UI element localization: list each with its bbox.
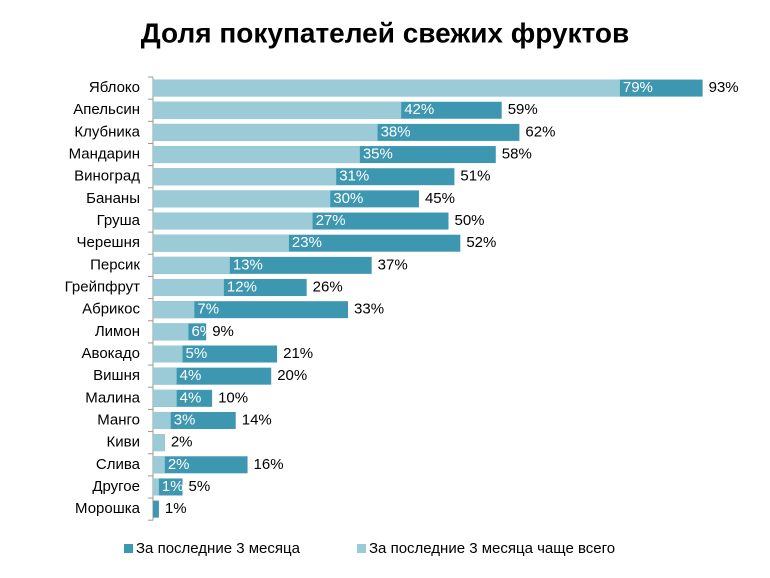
bar xyxy=(153,478,159,496)
legend-label: За последние 3 месяца xyxy=(136,540,301,557)
value-label: 26% xyxy=(313,278,343,295)
value-label: 16% xyxy=(254,456,284,473)
value-label: 62% xyxy=(525,123,555,140)
value-label: 21% xyxy=(283,345,313,362)
value-label: 35% xyxy=(363,146,393,163)
value-label: 2% xyxy=(168,456,190,473)
value-label: 12% xyxy=(227,278,257,295)
value-label: 23% xyxy=(292,234,322,251)
value-label: 5% xyxy=(189,478,211,495)
category-label: Другое xyxy=(92,478,140,495)
category-label: Киви xyxy=(107,434,140,451)
value-label: 52% xyxy=(466,234,496,251)
bar xyxy=(153,345,183,363)
bar xyxy=(153,345,278,363)
value-label: 58% xyxy=(502,146,532,163)
category-label: Виноград xyxy=(74,168,140,185)
bar xyxy=(153,367,272,385)
value-label: 30% xyxy=(333,190,363,207)
value-label: 10% xyxy=(218,389,248,406)
legend-swatch xyxy=(357,544,366,553)
bar xyxy=(153,500,159,518)
bar xyxy=(153,478,183,496)
value-label: 33% xyxy=(354,301,384,318)
value-label: 59% xyxy=(508,101,538,118)
category-label: Грейпфрут xyxy=(65,278,140,295)
category-label: Клубника xyxy=(74,123,140,140)
value-label: 2% xyxy=(171,434,193,451)
category-label: Апельсин xyxy=(73,101,140,118)
value-label: 9% xyxy=(212,323,234,340)
bar xyxy=(153,79,620,97)
category-label: Персик xyxy=(90,256,140,273)
category-label: Морошка xyxy=(75,500,141,517)
bar xyxy=(153,101,402,119)
bar xyxy=(153,212,313,230)
value-label: 7% xyxy=(197,301,219,318)
value-label: 31% xyxy=(339,168,369,185)
category-label: Черешня xyxy=(77,234,140,251)
bar xyxy=(153,123,378,141)
category-label: Яблоко xyxy=(89,79,140,96)
bar xyxy=(153,456,248,474)
bar xyxy=(153,411,171,429)
value-label: 20% xyxy=(277,367,307,384)
value-label: 45% xyxy=(425,190,455,207)
value-label: 37% xyxy=(378,256,408,273)
legend-label: За последние 3 месяца чаще всего xyxy=(369,540,615,557)
value-label: 4% xyxy=(180,367,202,384)
bar xyxy=(153,411,236,429)
category-label: Бананы xyxy=(86,190,140,207)
legend-swatch xyxy=(124,544,133,553)
value-label: 93% xyxy=(709,79,739,96)
category-label: Манго xyxy=(97,411,140,428)
category-label: Вишня xyxy=(93,367,140,384)
category-label: Слива xyxy=(96,456,141,473)
chart-title: Доля покупателей свежих фруктов xyxy=(141,17,629,48)
value-label: 13% xyxy=(233,256,263,273)
bar xyxy=(153,301,349,319)
category-label: Абрикос xyxy=(82,301,140,318)
bar xyxy=(153,367,177,385)
value-label: 6% xyxy=(191,323,213,340)
value-label: 27% xyxy=(316,212,346,229)
value-label: 14% xyxy=(242,411,272,428)
category-label: Малина xyxy=(85,389,140,406)
bar xyxy=(153,256,230,274)
bar xyxy=(153,434,165,452)
bar xyxy=(153,168,337,186)
value-label: 1% xyxy=(165,500,187,517)
value-label: 42% xyxy=(404,101,434,118)
value-label: 5% xyxy=(186,345,208,362)
value-label: 3% xyxy=(174,411,196,428)
value-label: 51% xyxy=(460,168,490,185)
bar xyxy=(153,279,224,297)
category-label: Авокадо xyxy=(82,345,140,362)
bar xyxy=(153,389,177,407)
value-label: 38% xyxy=(381,123,411,140)
bar xyxy=(153,456,165,474)
bar xyxy=(153,190,331,208)
category-label: Мандарин xyxy=(69,146,140,163)
bar xyxy=(153,323,189,341)
bar xyxy=(153,234,289,252)
category-label: Груша xyxy=(97,212,141,229)
value-label: 50% xyxy=(455,212,485,229)
value-label: 4% xyxy=(180,389,202,406)
value-label: 79% xyxy=(623,79,653,96)
bar xyxy=(153,301,195,319)
category-label: Лимон xyxy=(95,323,140,340)
value-label: 1% xyxy=(162,478,184,495)
bar xyxy=(153,146,360,164)
